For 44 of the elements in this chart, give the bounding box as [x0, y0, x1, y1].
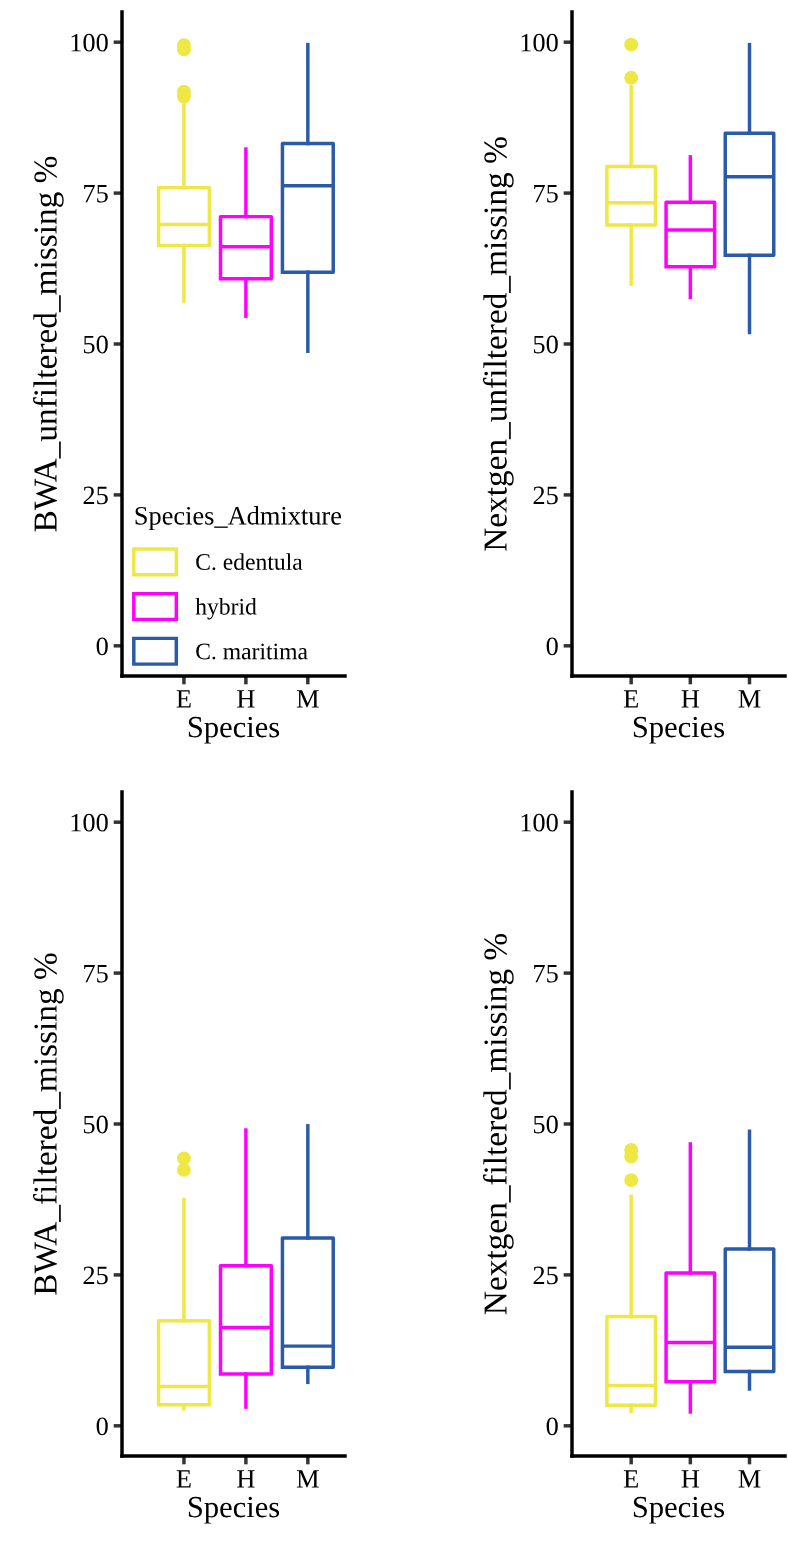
- y-tick-label: 100: [521, 33, 558, 52]
- y-tick-label: 100: [71, 813, 108, 832]
- legend-label: C. edentula: [196, 553, 303, 571]
- x-tick-label: M: [296, 1470, 319, 1488]
- x-tick-label: H: [237, 690, 255, 708]
- y-tick-label: 75: [534, 184, 558, 203]
- y-axis-title: BWA_filtered_missing %: [33, 953, 64, 1295]
- y-tick-label: 0: [546, 1417, 558, 1436]
- y-tick-label: 75: [84, 964, 108, 983]
- x-axis-title: Species: [633, 716, 725, 744]
- legend-label: C. maritima: [196, 643, 308, 660]
- y-axis-title: Nextgen_filtered_missing %: [483, 933, 514, 1315]
- y-tick-label: 0: [96, 637, 108, 656]
- x-tick-label: E: [623, 690, 638, 708]
- legend-title: Species_Admixture: [135, 506, 342, 531]
- x-axis-title: Species: [188, 716, 280, 744]
- y-tick-label: 100: [71, 33, 108, 52]
- x-tick-label: E: [176, 1470, 191, 1488]
- x-tick-label: H: [681, 690, 700, 708]
- y-tick-label: 50: [533, 1115, 558, 1134]
- y-tick-label: 50: [83, 1115, 108, 1134]
- x-tick-label: H: [237, 1470, 255, 1488]
- x-tick-label: M: [738, 1470, 761, 1488]
- y-axis-title: Nextgen_unfiltered_missing %: [483, 137, 514, 551]
- x-tick-label: H: [681, 1470, 700, 1488]
- legend-label: hybrid: [195, 598, 257, 620]
- y-tick-label: 25: [533, 1266, 558, 1285]
- y-tick-label: 25: [533, 486, 558, 505]
- y-tick-label: 100: [521, 813, 558, 832]
- y-axis-title: BWA_unfiltered_missing %: [33, 156, 64, 532]
- y-tick-label: 25: [83, 486, 108, 505]
- x-tick-label: E: [623, 1470, 638, 1488]
- y-tick-label: 75: [84, 184, 108, 203]
- x-axis-title: Species: [188, 1496, 280, 1524]
- x-tick-label: E: [176, 690, 191, 708]
- y-tick-label: 75: [534, 964, 558, 983]
- y-tick-label: 50: [533, 335, 558, 354]
- x-tick-label: M: [738, 690, 761, 708]
- y-tick-label: 50: [83, 335, 108, 354]
- x-axis-title: Species: [633, 1496, 725, 1524]
- x-tick-label: M: [296, 690, 319, 708]
- y-tick-label: 25: [83, 1266, 108, 1285]
- y-tick-label: 0: [546, 637, 558, 656]
- y-tick-label: 0: [96, 1417, 108, 1436]
